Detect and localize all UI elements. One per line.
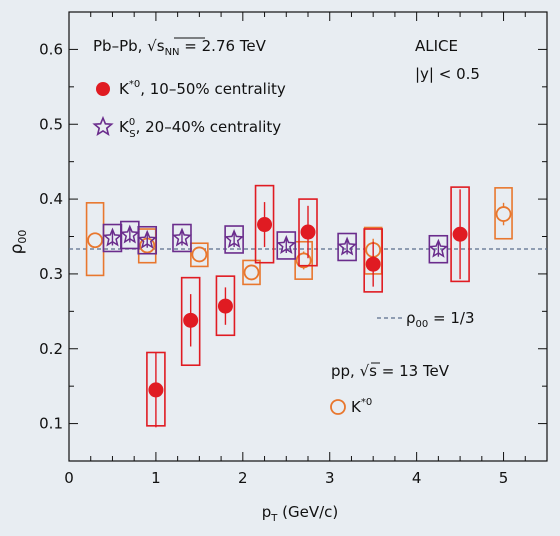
legend-k0s-pbpb: K0 S, 20–40% centrality bbox=[92, 115, 281, 140]
sys-error-box bbox=[190, 242, 209, 268]
sys-error-box bbox=[294, 240, 313, 280]
x-tick-label: 3 bbox=[325, 469, 335, 487]
sys-error-box bbox=[254, 184, 275, 264]
legend-marker-kstar-pbpb bbox=[96, 82, 110, 96]
data-point-k0s-pbpb bbox=[428, 238, 449, 258]
data-point-kstar-pbpb bbox=[217, 298, 233, 314]
y-tick-label: 0.3 bbox=[39, 265, 63, 283]
y-axis-title: ρ00 bbox=[7, 230, 29, 255]
data-point-kstar-pbpb bbox=[365, 256, 381, 272]
x-axis-title: pT (GeV/c) bbox=[262, 503, 339, 524]
data-point-k0s-pbpb bbox=[276, 235, 297, 255]
sys-error-box bbox=[337, 232, 357, 262]
sys-error-box bbox=[215, 275, 236, 337]
data-point-kstar-pbpb bbox=[300, 224, 316, 240]
y-tick-label: 0.1 bbox=[39, 415, 63, 433]
sys-error-box bbox=[242, 259, 261, 286]
sys-error-box bbox=[494, 187, 513, 240]
legend-kstar-pbpb: K*0, 10–50% centrality bbox=[96, 79, 286, 98]
sys-error-box bbox=[137, 225, 158, 255]
system-label: Pb–Pb, √sNN = 2.76 TeV bbox=[93, 37, 267, 58]
sys-error-box bbox=[172, 223, 192, 253]
legend-label-kstar-pp: K*0 bbox=[351, 397, 372, 416]
sys-error-box bbox=[298, 198, 318, 267]
data-point-k0s-pbpb bbox=[119, 224, 140, 244]
sys-error-box bbox=[428, 234, 449, 264]
data-marks bbox=[85, 184, 513, 428]
data-point-kstar-pp bbox=[243, 264, 260, 281]
x-tick-label: 0 bbox=[64, 469, 74, 487]
axis-ticks: 0 1 2 3 4 5 0.1 0.2 0.3 0.4 0.5 0.6 bbox=[39, 11, 548, 487]
sys-error-box bbox=[276, 231, 297, 260]
legend-marker-k0s-pbpb bbox=[92, 115, 114, 137]
y-tick-label: 0.5 bbox=[39, 115, 63, 133]
sys-error-box bbox=[450, 186, 470, 283]
data-point-k0s-pbpb bbox=[102, 227, 123, 247]
legend-label-k0s-pbpb: K0 S, 20–40% centrality bbox=[119, 117, 281, 140]
data-point-kstar-pp bbox=[87, 232, 103, 249]
data-point-kstar-pp bbox=[191, 246, 208, 263]
data-point-k0s-pbpb bbox=[337, 236, 358, 256]
legend-star-shape bbox=[92, 115, 114, 137]
rapidity-label: |y| < 0.5 bbox=[415, 65, 480, 83]
legend-marker-kstar-pp bbox=[330, 399, 346, 415]
x-tick-label: 2 bbox=[238, 469, 248, 487]
experiment-label: ALICE bbox=[415, 37, 458, 55]
y-tick-label: 0.4 bbox=[39, 190, 63, 208]
sys-error-box bbox=[180, 276, 201, 367]
sys-error-box bbox=[224, 225, 244, 254]
x-tick-label: 5 bbox=[499, 469, 509, 487]
x-tick-label: 4 bbox=[412, 469, 422, 487]
data-point-kstar-pbpb bbox=[183, 312, 199, 328]
data-point-kstar-pbpb bbox=[452, 226, 468, 242]
data-point-kstar-pp bbox=[495, 206, 512, 222]
data-point-k0s-pbpb bbox=[172, 227, 192, 247]
pp-system-label: pp, √s = 13 TeV bbox=[331, 362, 450, 380]
legend-label-kstar-pbpb: K*0, 10–50% centrality bbox=[119, 79, 286, 98]
data-point-kstar-pbpb bbox=[257, 217, 273, 233]
y-tick-label: 0.2 bbox=[39, 340, 63, 358]
y-tick-label: 0.6 bbox=[39, 40, 63, 58]
data-point-k0s-pbpb bbox=[137, 229, 158, 249]
x-tick-label: 1 bbox=[151, 469, 161, 487]
data-point-kstar-pp bbox=[295, 252, 312, 269]
data-point-k0s-pbpb bbox=[224, 229, 245, 249]
sys-error-box bbox=[363, 228, 383, 293]
data-point-kstar-pbpb bbox=[148, 382, 164, 398]
legend-kstar-pp: K*0 bbox=[330, 397, 372, 416]
reference-line-label: ρ00 = 1/3 bbox=[406, 309, 475, 330]
